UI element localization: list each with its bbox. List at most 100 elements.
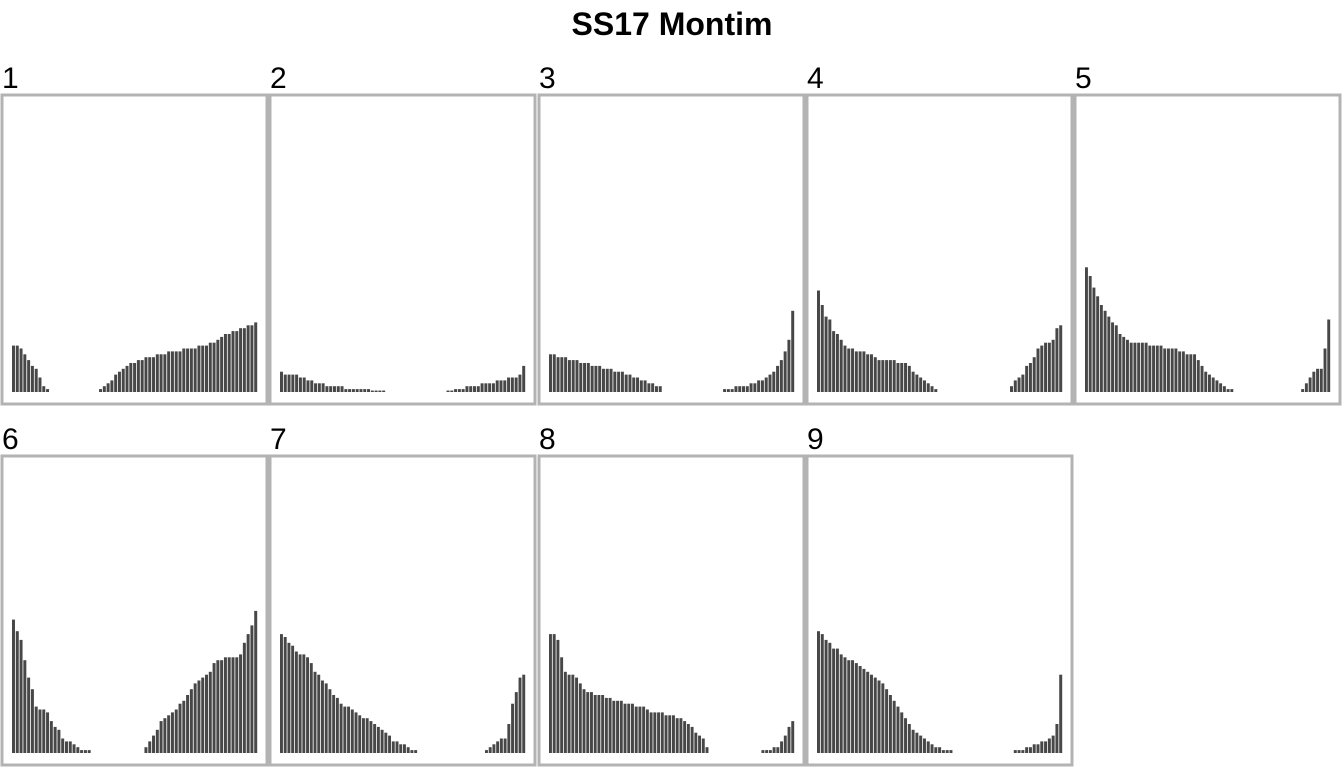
bar xyxy=(254,322,258,392)
bar xyxy=(235,657,239,753)
bar xyxy=(757,380,761,392)
bar xyxy=(660,712,664,753)
bar xyxy=(761,750,765,753)
bar xyxy=(854,663,858,753)
bar xyxy=(567,674,571,753)
panel-frame xyxy=(537,454,806,767)
bar xyxy=(125,365,129,392)
bar xyxy=(1152,345,1156,392)
bar xyxy=(189,348,193,392)
bar xyxy=(1178,351,1182,392)
bar xyxy=(941,750,945,753)
bar xyxy=(1036,744,1040,753)
bar xyxy=(174,351,178,392)
panel-6: 6 xyxy=(0,423,269,767)
bar xyxy=(313,671,317,753)
bar xyxy=(473,386,476,392)
bar xyxy=(1114,325,1118,392)
bar xyxy=(1129,342,1133,392)
bar xyxy=(764,377,768,392)
bar xyxy=(457,389,461,392)
bar xyxy=(410,750,414,753)
bar xyxy=(469,386,473,392)
bar xyxy=(216,660,220,753)
bar xyxy=(601,695,605,753)
bar xyxy=(642,706,646,753)
bar xyxy=(549,634,552,753)
bar xyxy=(80,750,84,753)
bar xyxy=(1219,383,1223,392)
bar xyxy=(144,747,148,753)
bar xyxy=(1028,363,1032,392)
bar xyxy=(779,360,783,392)
bar xyxy=(835,334,839,392)
bar xyxy=(623,703,627,753)
bar xyxy=(1200,365,1204,392)
bar xyxy=(446,390,450,392)
bar xyxy=(904,363,908,392)
bar xyxy=(193,348,197,392)
bar xyxy=(888,695,892,753)
bar xyxy=(499,738,503,753)
bar xyxy=(159,354,163,392)
bar xyxy=(915,374,919,392)
bar xyxy=(556,639,560,753)
bar xyxy=(668,715,672,753)
bar xyxy=(355,389,359,392)
bar xyxy=(57,729,61,753)
bar xyxy=(220,660,224,753)
bar xyxy=(1032,357,1036,392)
bar xyxy=(1181,351,1185,392)
bar xyxy=(30,689,34,753)
bar xyxy=(820,305,824,392)
bar xyxy=(201,677,205,753)
bar xyxy=(332,386,336,392)
bar xyxy=(1304,383,1308,392)
bar xyxy=(817,290,820,392)
bar xyxy=(254,610,258,753)
bar xyxy=(488,383,492,392)
bar xyxy=(560,657,564,753)
bar xyxy=(597,695,601,753)
panel-8: 8 xyxy=(537,423,806,767)
bar xyxy=(1193,354,1197,392)
bar xyxy=(507,724,511,753)
bar xyxy=(791,310,795,392)
bar xyxy=(586,363,590,392)
bar xyxy=(1148,345,1152,392)
bar xyxy=(329,386,333,392)
bar xyxy=(1159,345,1163,392)
panel-label: 4 xyxy=(807,62,824,95)
bar xyxy=(843,657,847,753)
bar xyxy=(835,648,839,753)
bar xyxy=(560,357,564,392)
bar xyxy=(619,700,623,753)
bar xyxy=(182,700,186,753)
bar xyxy=(654,386,658,392)
bar xyxy=(250,625,254,753)
bar xyxy=(636,377,640,392)
bar xyxy=(287,374,291,392)
bar xyxy=(873,357,877,392)
bar xyxy=(155,729,159,753)
bar xyxy=(38,709,42,753)
bar xyxy=(1185,354,1189,392)
bar xyxy=(601,368,605,392)
bar xyxy=(847,348,851,392)
bar xyxy=(42,386,46,392)
bar xyxy=(72,744,76,753)
bar xyxy=(186,695,190,753)
panel-frame xyxy=(268,454,537,767)
bar xyxy=(760,380,764,392)
bar xyxy=(828,642,832,753)
bar xyxy=(358,715,362,753)
bar xyxy=(598,365,602,392)
bar xyxy=(563,671,567,753)
bar xyxy=(839,339,843,392)
bar xyxy=(938,747,942,753)
bar xyxy=(388,735,392,753)
bar xyxy=(399,744,403,753)
bar xyxy=(590,692,593,753)
bar xyxy=(369,721,373,753)
bar xyxy=(1010,386,1013,392)
